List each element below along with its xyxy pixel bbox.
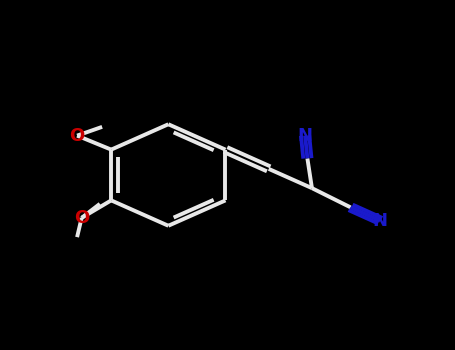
Text: O: O bbox=[70, 127, 85, 145]
Text: N: N bbox=[373, 212, 388, 230]
Text: N: N bbox=[298, 127, 313, 145]
Text: O: O bbox=[74, 209, 89, 227]
